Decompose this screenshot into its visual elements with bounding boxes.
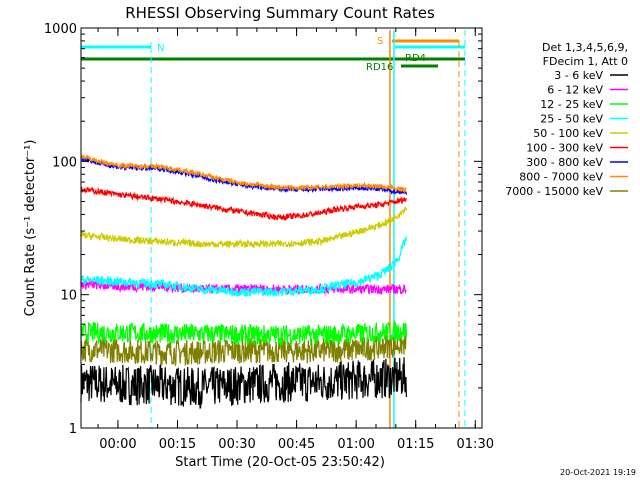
legend-label: 12 - 25 keV <box>540 98 603 111</box>
annotation-n: N <box>157 43 164 54</box>
y-tick-label: 1 <box>69 422 77 437</box>
plot-frame <box>80 27 483 429</box>
legend-header-line1: Det 1,3,4,5,6,9, <box>542 41 628 54</box>
annotation-rd4: RD4 <box>405 53 426 64</box>
series-50-100-kev <box>80 206 407 250</box>
x-tick-label: 00:30 <box>218 437 255 452</box>
y-tick-label: 1000 <box>44 22 77 37</box>
axis-layer: 1 10 100 1000 00:00 00:15 00:30 00:45 01:00 01:15… <box>44 22 494 452</box>
series-12-25-kev <box>80 319 407 347</box>
legend-label: 7000 - 15000 keV <box>505 185 603 198</box>
series-3-6-kev <box>80 357 407 409</box>
x-tick-label: 01:30 <box>457 437 494 452</box>
y-tick-label: 10 <box>60 289 77 304</box>
series-800-7000-kev <box>80 154 407 194</box>
series-100-300-kev <box>80 186 407 222</box>
x-axis-label: Start Time (20-Oct-05 23:50:42) <box>175 455 385 470</box>
x-tick-label: 01:15 <box>397 437 434 452</box>
legend-label: 800 - 7000 keV <box>519 171 603 184</box>
chart-title: RHESSI Observing Summary Count Rates <box>125 4 435 22</box>
legend-label: 25 - 50 keV <box>540 113 603 126</box>
x-tick-label: 00:00 <box>99 437 136 452</box>
x-tick-label: 00:15 <box>159 437 196 452</box>
legend-label: 50 - 100 keV <box>533 127 603 140</box>
y-axis-label: Count Rate (s⁻¹ detector⁻¹) <box>23 140 38 317</box>
x-tick-label: 00:45 <box>278 437 315 452</box>
legend: Det 1,3,4,5,6,9, FDecim 1, Att 0 3 - 6 k… <box>505 41 628 198</box>
series-7000-15000-kev <box>80 330 407 367</box>
legend-label: 3 - 6 keV <box>554 69 603 82</box>
footer-timestamp: 20-Oct-2021 19:19 <box>560 468 636 477</box>
annotation-s: S <box>377 36 383 47</box>
y-tick-label: 100 <box>52 155 77 170</box>
legend-label: 300 - 800 keV <box>526 156 603 169</box>
annotation-rd16: RD16 <box>366 62 393 73</box>
x-tick-label: 01:00 <box>337 437 374 452</box>
legend-header-line2: FDecim 1, Att 0 <box>543 55 628 68</box>
series-layer <box>80 154 407 409</box>
series-25-50-kev <box>80 236 407 298</box>
legend-label: 6 - 12 keV <box>547 84 603 97</box>
series-6-12-kev <box>80 279 407 296</box>
legend-label: 100 - 300 keV <box>526 142 603 155</box>
